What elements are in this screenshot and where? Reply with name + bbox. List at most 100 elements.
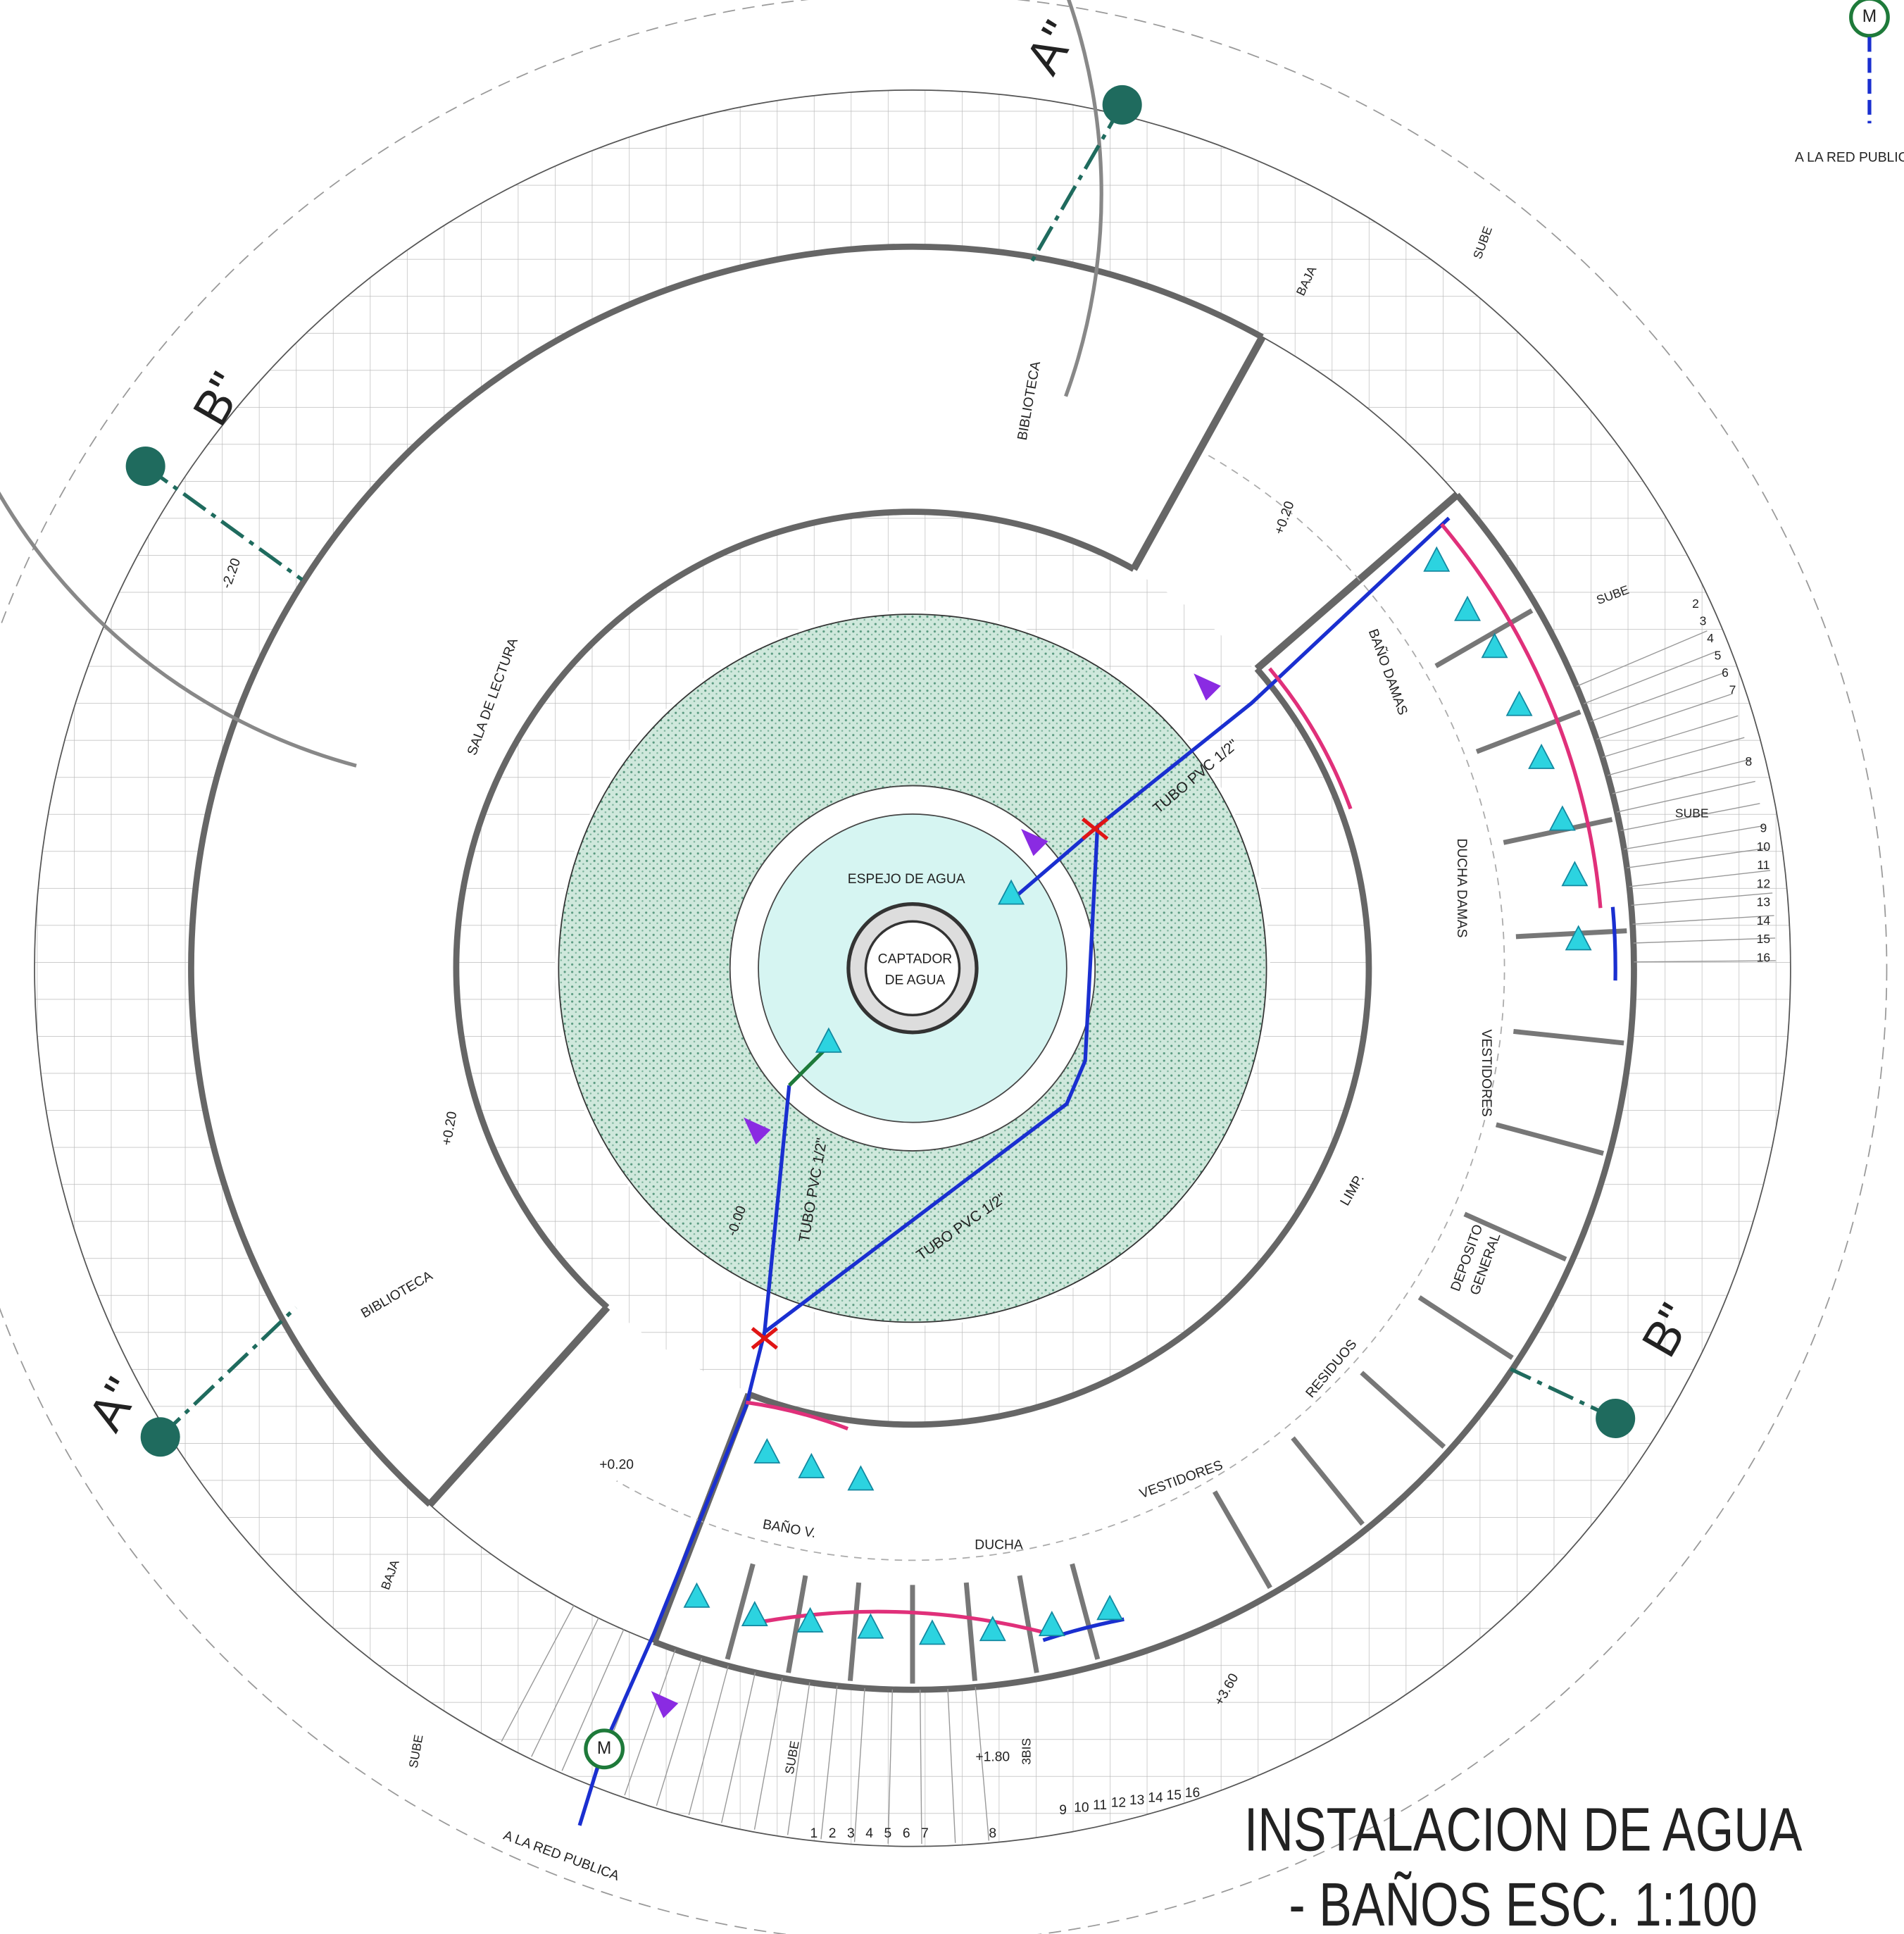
- step-number: 4: [865, 1826, 873, 1841]
- room-label: RESIDUOS: [1303, 1337, 1360, 1401]
- room-label: BAÑO DAMAS: [1365, 627, 1411, 717]
- room-label: VESTIDORES: [1138, 1458, 1225, 1502]
- step-number: 7: [1729, 682, 1736, 697]
- stair-step: [1583, 651, 1716, 704]
- fixture: [919, 1619, 946, 1645]
- step-number: 9: [1059, 1803, 1067, 1818]
- inner-wall: [748, 666, 1372, 1428]
- stair-step: [919, 1690, 922, 1845]
- stair-step: [1617, 780, 1755, 813]
- stair-step: [688, 1666, 729, 1816]
- step-number: 1: [810, 1826, 818, 1841]
- stair-step: [531, 1617, 599, 1757]
- pipe-pink: [749, 523, 1603, 1634]
- stair-step: [975, 1687, 990, 1841]
- stair-step: [1634, 960, 1776, 963]
- flow-arrow: [1021, 828, 1048, 856]
- stall: [847, 1582, 862, 1681]
- step-number: 7: [921, 1826, 929, 1841]
- room-label: LIMP.: [1338, 1172, 1367, 1209]
- step-number: 14: [1757, 913, 1771, 928]
- level-label: +0.20: [439, 1111, 460, 1147]
- step-number: 12: [1757, 876, 1770, 890]
- flow-arrow: [1194, 673, 1221, 701]
- stall: [1360, 1371, 1446, 1449]
- section-line: [1028, 104, 1124, 266]
- room-label: BIBLIOTECA: [358, 1268, 435, 1321]
- fixture: [1038, 1611, 1065, 1637]
- fixture: [1548, 805, 1576, 831]
- level-label: +0.20: [599, 1458, 634, 1473]
- fixture: [1096, 1595, 1124, 1621]
- step-number: 11: [1757, 858, 1770, 872]
- stair-label: SUBE: [406, 1733, 426, 1768]
- stair-step: [1631, 892, 1773, 906]
- stair-step: [787, 1682, 810, 1835]
- stall: [1503, 817, 1613, 845]
- stall: [1070, 1563, 1101, 1660]
- stall: [1291, 1436, 1365, 1526]
- fixture: [1423, 546, 1451, 572]
- stair-label: 3BIS: [1019, 1738, 1033, 1765]
- stall: [1513, 1028, 1624, 1046]
- stair-step: [624, 1649, 676, 1796]
- stair-step: [1590, 672, 1724, 723]
- stair-step: [853, 1687, 865, 1842]
- stair-step: [501, 1604, 575, 1742]
- title: - BAÑOS ESC. 1:100: [1289, 1870, 1758, 1934]
- step-number: 13: [1757, 895, 1770, 909]
- fixture: [796, 1607, 824, 1633]
- step-number: 12: [1111, 1795, 1126, 1810]
- meter: [584, 1728, 625, 1770]
- stair-step: [947, 1688, 956, 1843]
- stall: [963, 1582, 977, 1681]
- radial-wall: [1130, 335, 1266, 571]
- stair-step: [1633, 937, 1776, 944]
- stair-step: [1602, 715, 1739, 758]
- level-label: +0.20: [1272, 499, 1297, 537]
- fixture: [1505, 690, 1533, 716]
- stair-step: [1612, 759, 1750, 794]
- outlet-label: A LA RED PUBLICA: [501, 1828, 621, 1884]
- fixture: [1454, 595, 1481, 621]
- stair-step: [1576, 630, 1708, 687]
- step-number: 8: [1745, 754, 1752, 768]
- room-label: DUCHA DAMAS: [1454, 838, 1469, 937]
- fixture: [741, 1601, 768, 1627]
- stall: [786, 1575, 808, 1673]
- stall: [1495, 1122, 1604, 1156]
- collector-inner: [864, 920, 961, 1017]
- room-label: DUCHA: [975, 1537, 1023, 1552]
- stair-step: [1608, 737, 1745, 776]
- fixture: [798, 1452, 825, 1478]
- stall: [1434, 608, 1534, 668]
- step-number: 16: [1757, 950, 1770, 964]
- room-label: ESPEJO DE AGUA: [848, 872, 965, 887]
- section-marker: [140, 1417, 180, 1457]
- stair-step: [887, 1689, 894, 1844]
- meter-label: M: [597, 1739, 611, 1758]
- step-number: 14: [1148, 1790, 1163, 1805]
- stall: [725, 1563, 756, 1660]
- stall: [1475, 709, 1582, 754]
- stair-step: [561, 1629, 625, 1771]
- radial-wall: [1254, 492, 1460, 672]
- meter-label: M: [1862, 7, 1877, 26]
- fixture: [753, 1437, 781, 1464]
- step-number: 8: [989, 1826, 996, 1841]
- step-number: 13: [1129, 1793, 1144, 1808]
- stair-step: [1620, 803, 1760, 831]
- stair-step: [820, 1685, 838, 1840]
- valve: [751, 1327, 778, 1350]
- stall: [1017, 1575, 1039, 1673]
- step-number: 10: [1074, 1800, 1089, 1815]
- stall: [1463, 1211, 1567, 1262]
- stair-step: [1632, 915, 1774, 925]
- stair-step: [656, 1658, 703, 1807]
- stair-label: SUBE: [1675, 806, 1709, 820]
- stair-step: [1624, 825, 1765, 850]
- stair-step: [1629, 870, 1771, 887]
- fixture: [998, 879, 1025, 905]
